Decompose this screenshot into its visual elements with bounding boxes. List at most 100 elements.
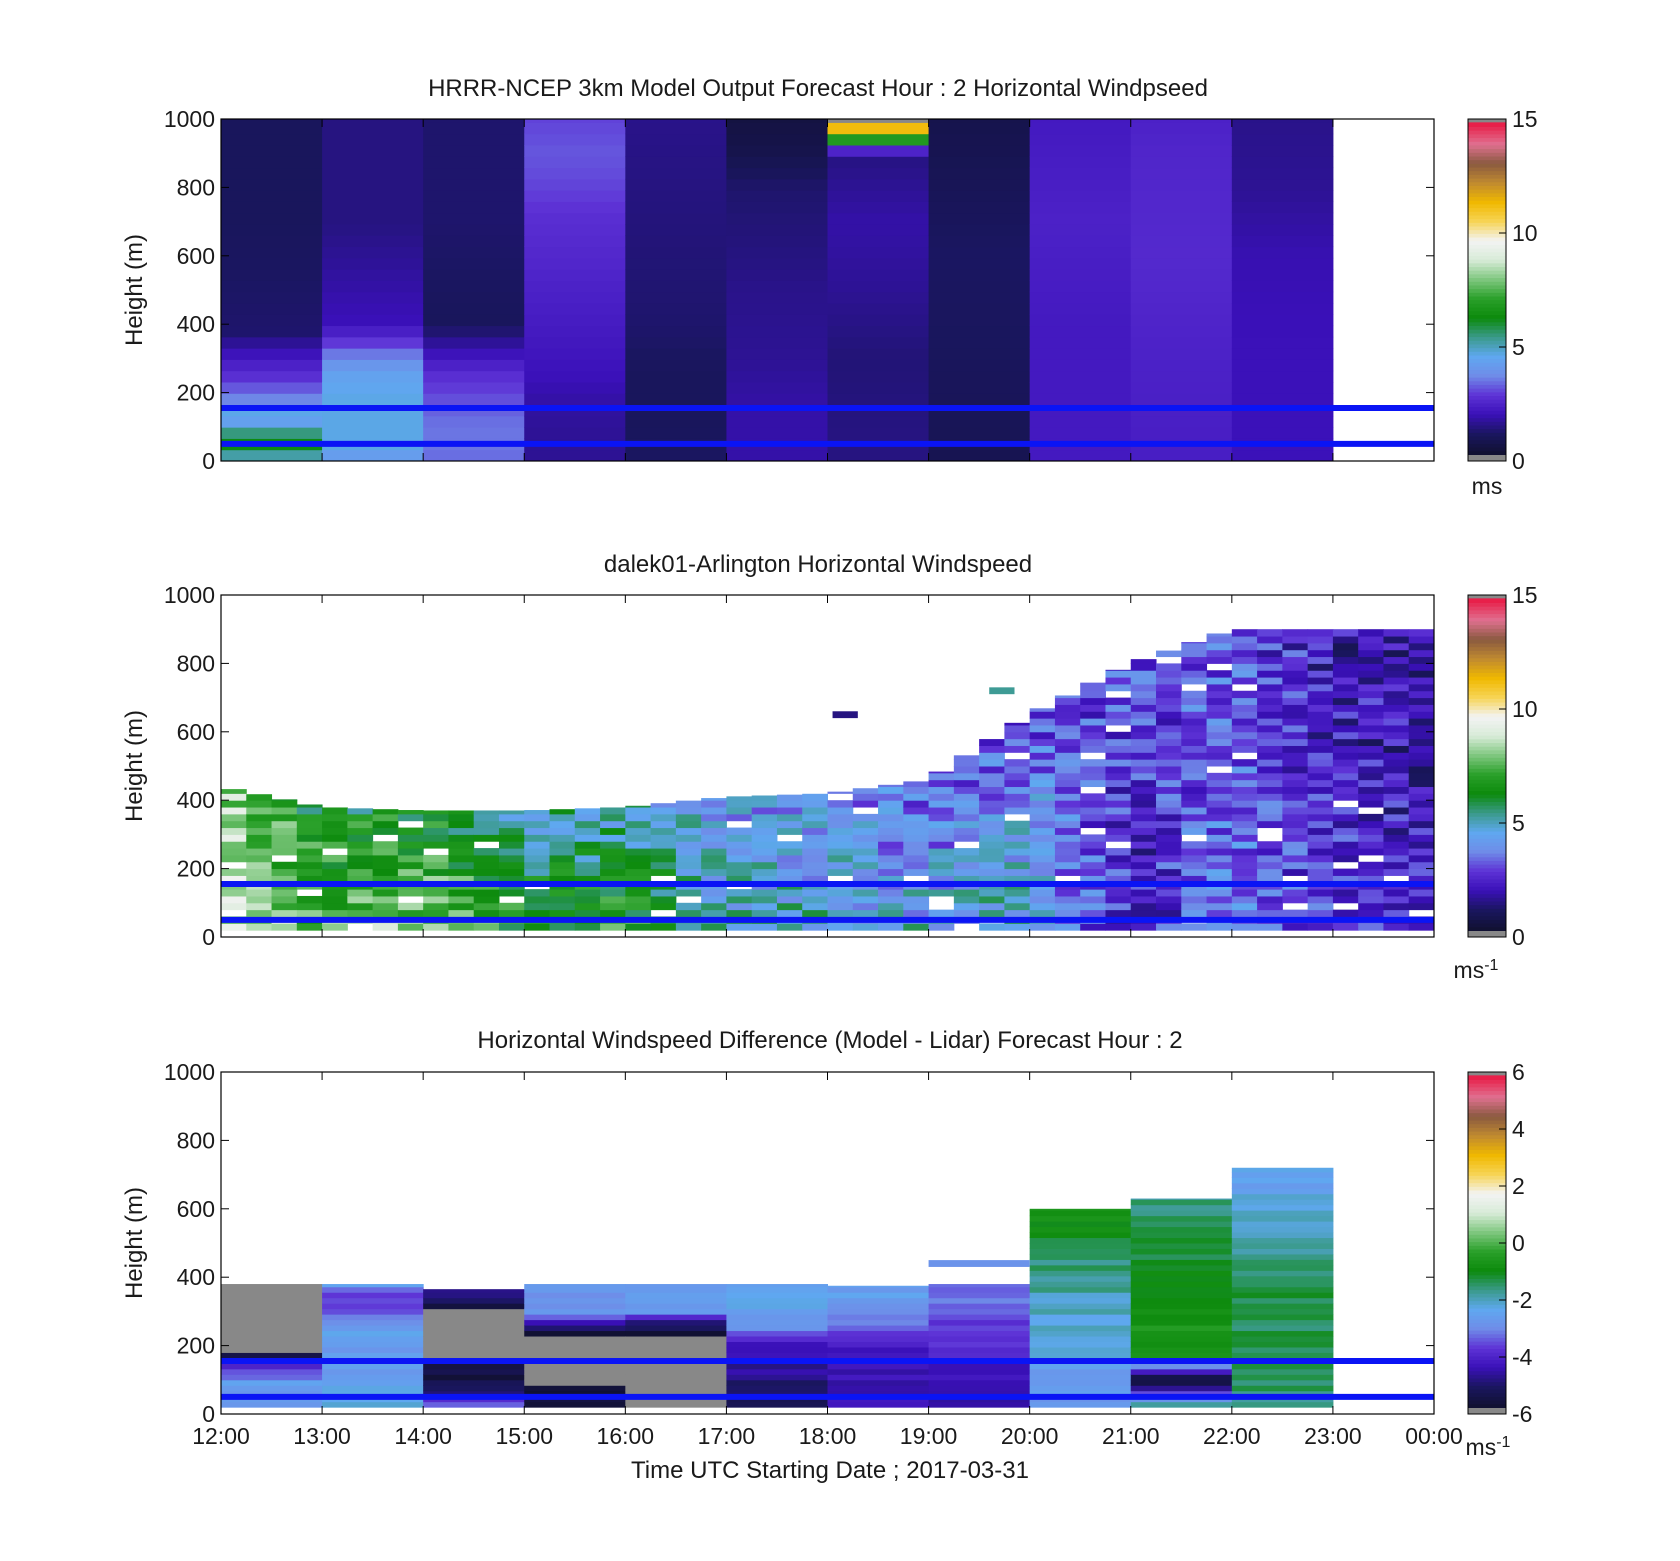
heatmap-cell	[1358, 848, 1384, 856]
heatmap-cell	[221, 1319, 323, 1326]
heatmap-cell	[1282, 889, 1309, 897]
heatmap-cell	[574, 848, 601, 856]
heatmap-cell	[1231, 731, 1258, 740]
heatmap-cell	[625, 144, 727, 157]
heatmap-cell	[372, 854, 399, 863]
heatmap-cell	[1408, 923, 1435, 931]
heatmap-cell	[423, 1346, 525, 1353]
heatmap-cell	[1408, 731, 1435, 740]
heatmap-cell	[726, 314, 828, 327]
heatmap-cell	[1332, 923, 1359, 931]
heatmap-cell	[776, 794, 803, 801]
colorbar-segment	[1468, 1230, 1506, 1235]
heatmap-cell	[1332, 697, 1359, 705]
heatmap-cell	[1130, 895, 1157, 904]
heatmap-cell	[751, 834, 778, 842]
heatmap-cell	[221, 875, 247, 883]
heatmap-cell	[878, 800, 904, 808]
heatmap-cell	[322, 889, 348, 897]
heatmap-cell	[372, 820, 399, 829]
heatmap-cell	[1130, 1221, 1233, 1228]
heatmap-cell	[1054, 868, 1081, 876]
heatmap-cell	[1231, 718, 1258, 726]
heatmap-cell	[827, 868, 854, 876]
heatmap-cell	[1080, 682, 1106, 685]
heatmap-cell	[928, 1346, 1031, 1353]
heatmap-cell	[1029, 841, 1056, 849]
heatmap-cell	[1231, 690, 1258, 699]
heatmap-cell	[448, 861, 475, 870]
heatmap-cell	[903, 909, 930, 917]
heatmap-cell	[928, 359, 1031, 372]
heatmap-cell	[1408, 861, 1435, 870]
heatmap-cell	[1231, 235, 1334, 248]
colorbar-segment	[1468, 140, 1506, 146]
colorbar-segment	[1468, 1307, 1506, 1313]
heatmap-cell	[1206, 841, 1233, 849]
heatmap-cell	[726, 895, 753, 904]
heatmap-cell	[802, 875, 828, 883]
heatmap-cell	[221, 895, 247, 904]
colorbar-segment	[1468, 155, 1506, 161]
heatmap-cell	[802, 800, 828, 808]
heatmap-cell	[1206, 718, 1233, 726]
heatmap-cell	[827, 370, 930, 383]
heatmap-cell	[625, 201, 727, 214]
colorbar-tick-label: 15	[1512, 106, 1538, 132]
heatmap-cell	[322, 1314, 424, 1321]
heatmap-cell	[448, 875, 475, 883]
heatmap-cell	[953, 827, 980, 835]
heatmap-cell	[1332, 895, 1359, 904]
heatmap-cell	[322, 868, 348, 876]
heatmap-cell	[1080, 820, 1106, 829]
heatmap-cell	[549, 889, 576, 897]
heatmap-cell	[1130, 738, 1157, 746]
colorbar-segment	[1468, 712, 1506, 718]
heatmap-cell	[1332, 629, 1359, 637]
heatmap-cell	[1029, 745, 1056, 753]
colorbar-segment	[1468, 904, 1506, 909]
heatmap-cell	[1029, 1341, 1132, 1348]
colorbar-segment	[1468, 911, 1506, 917]
heatmap-cell	[1130, 1286, 1233, 1293]
heatmap-cell	[1332, 779, 1359, 788]
colorbar-segment	[1468, 347, 1506, 352]
heatmap-cell	[1105, 669, 1132, 671]
heatmap-cell	[852, 923, 879, 931]
heatmap-cell	[1156, 868, 1182, 876]
heatmap-cell	[221, 793, 247, 801]
heatmap-cell	[524, 178, 626, 191]
heatmap-cell	[1130, 325, 1233, 338]
heatmap-cell	[1029, 1232, 1132, 1239]
heatmap-cell	[827, 359, 930, 372]
heatmap-cell	[322, 1303, 424, 1310]
heatmap-cell	[397, 923, 424, 931]
heatmap-cell	[1231, 649, 1258, 658]
heatmap-cell	[246, 813, 273, 822]
heatmap-cell	[903, 861, 930, 870]
heatmap-cell	[1029, 902, 1056, 911]
heatmap-cell	[221, 1352, 323, 1359]
heatmap-cell	[1358, 656, 1384, 664]
heatmap-cell	[322, 427, 424, 439]
heatmap-cell	[751, 827, 778, 835]
heatmap-cell	[473, 854, 500, 863]
heatmap-cell	[1130, 427, 1233, 439]
heatmap-cell	[776, 861, 803, 870]
heatmap-cell	[1004, 861, 1031, 870]
heatmap-cell	[1181, 889, 1208, 897]
heatmap-cell	[650, 923, 677, 931]
heatmap-cell	[549, 868, 576, 876]
heatmap-cell	[271, 848, 298, 856]
heatmap-cell	[322, 156, 424, 169]
heatmap-cell	[1130, 156, 1233, 169]
heatmap-cell	[827, 223, 930, 236]
heatmap-cell	[1181, 766, 1208, 774]
colorbar-segment	[1468, 144, 1506, 150]
heatmap-cell	[221, 381, 323, 394]
colorbar-segment	[1468, 273, 1506, 279]
heatmap-cell	[625, 895, 652, 904]
heatmap-cell	[928, 820, 955, 829]
heatmap-cell	[1130, 449, 1233, 462]
heatmap-cell	[524, 1286, 626, 1293]
